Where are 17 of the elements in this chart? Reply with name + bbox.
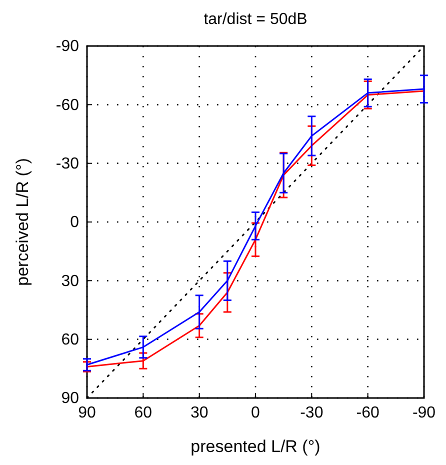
x-tick-label: 0 [251, 404, 260, 422]
x-tick-label: -90 [412, 404, 436, 422]
y-tick-label: -90 [56, 38, 80, 56]
chart-title: tar/dist = 50dB [204, 11, 308, 28]
y-tick-label: 30 [61, 272, 80, 290]
y-tick-label: 60 [61, 331, 80, 348]
y-tick-label: -30 [56, 155, 80, 172]
x-tick-label: -60 [356, 404, 380, 422]
y-tick-label: -60 [56, 96, 80, 114]
y-axis-title: perceived L/R (°) [13, 158, 32, 286]
x-tick-label: -30 [300, 404, 324, 422]
x-tick-label: 90 [78, 404, 96, 422]
y-tick-label: 90 [61, 390, 80, 408]
x-tick-label: 60 [134, 404, 152, 422]
x-axis-title: presented L/R (°) [190, 437, 320, 456]
y-tick-label: 0 [70, 214, 80, 232]
x-tick-label: 30 [190, 404, 208, 422]
